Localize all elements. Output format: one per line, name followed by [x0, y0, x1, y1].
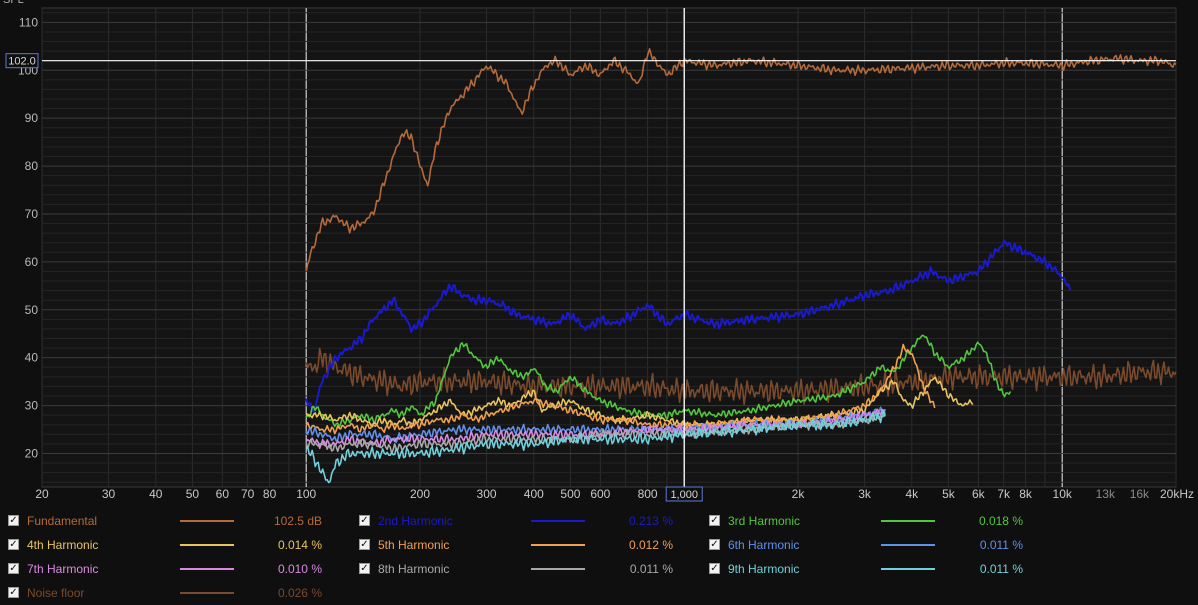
x-tick-label: 10k [1053, 487, 1073, 501]
legend-item-6th-harmonic[interactable]: ✓ 6th Harmonic 0.011 % [709, 536, 1023, 554]
series-5th-harmonic [305, 343, 936, 435]
legend-label: Noise floor [27, 586, 85, 600]
legend-label: 7th Harmonic [27, 562, 99, 576]
checkbox-fundamental[interactable]: ✓ [8, 515, 19, 526]
legend-value: 0.018 % [978, 514, 1023, 528]
x-tick-label: 100 [296, 487, 316, 501]
series-9th-harmonic [305, 409, 886, 484]
legend-item-2nd-harmonic[interactable]: ✓ 2nd Harmonic 0.213 % [359, 512, 673, 530]
legend-value: 0.010 % [277, 562, 322, 576]
legend-swatch [881, 520, 935, 522]
legend-label: 9th Harmonic [728, 562, 800, 576]
plot-area [41, 7, 1177, 488]
checkbox-8th-harmonic[interactable]: ✓ [359, 563, 370, 574]
series-3rd-harmonic [305, 334, 1012, 428]
legend-value: 0.026 % [277, 586, 322, 600]
legend-item-7th-harmonic[interactable]: ✓ 7th Harmonic 0.010 % [8, 560, 322, 578]
x-tick-label: 30 [102, 487, 116, 501]
x-tick-label: 4k [905, 487, 919, 501]
legend-item-fundamental[interactable]: ✓ Fundamental 102.5 dB [8, 512, 322, 530]
x-tick-label: 6k [972, 487, 986, 501]
x-tick-label: 8k [1019, 487, 1033, 501]
x-tick-label: 200 [410, 487, 430, 501]
y-tick-label: 40 [25, 351, 39, 365]
x-tick-label: 5k [942, 487, 956, 501]
legend-swatch [180, 592, 234, 594]
y-tick-label: 30 [25, 399, 39, 413]
checkbox-2nd-harmonic[interactable]: ✓ [359, 515, 370, 526]
x-tick-label: 50 [186, 487, 200, 501]
legend-swatch [531, 520, 585, 522]
legend-panel: ✓ Fundamental 102.5 dB ✓ 4th Harmonic 0.… [0, 506, 1198, 605]
legend-swatch [531, 544, 585, 546]
x-tick-label: 60 [216, 487, 230, 501]
legend-value: 0.011 % [629, 562, 673, 576]
legend-label: 3rd Harmonic [728, 514, 801, 528]
x-tick-label: 13k [1096, 487, 1116, 501]
legend-value: 0.011 % [979, 562, 1023, 576]
x-tick-label: 400 [524, 487, 544, 501]
y-tick-label: 90 [25, 111, 39, 125]
legend-label: 5th Harmonic [378, 538, 450, 552]
x-tick-label: 20kHz [1160, 487, 1194, 501]
y-axis-label: SPL [3, 0, 24, 6]
legend-value: 0.011 % [979, 538, 1023, 552]
x-tick-label: 300 [477, 487, 497, 501]
y-tick-label: 70 [25, 207, 39, 221]
x-tick-label: 600 [590, 487, 610, 501]
legend-label: Fundamental [27, 514, 98, 528]
y-tick-label: 60 [25, 255, 39, 269]
legend-value: 0.213 % [628, 514, 673, 528]
legend-swatch [881, 544, 935, 546]
series-fundamental [305, 48, 1177, 272]
legend-item-noise-floor[interactable]: ✓ Noise floor 0.026 % [8, 584, 322, 602]
legend-swatch [180, 568, 234, 570]
checkbox-3rd-harmonic[interactable]: ✓ [709, 515, 720, 526]
cursor-y-readout: 102.0 [8, 56, 36, 68]
x-tick-label: 16k [1130, 487, 1150, 501]
legend-item-4th-harmonic[interactable]: ✓ 4th Harmonic 0.014 % [8, 536, 322, 554]
checkbox-5th-harmonic[interactable]: ✓ [359, 539, 370, 550]
legend-item-3rd-harmonic[interactable]: ✓ 3rd Harmonic 0.018 % [709, 512, 1023, 530]
legend-value: 0.012 % [628, 538, 673, 552]
checkbox-9th-harmonic[interactable]: ✓ [709, 563, 720, 574]
legend-label: 8th Harmonic [378, 562, 450, 576]
y-tick-label: 20 [25, 446, 39, 460]
x-tick-label: 80 [263, 487, 277, 501]
legend-label: 4th Harmonic [27, 538, 99, 552]
y-tick-label: 80 [25, 159, 39, 173]
distortion-chart[interactable]: SPL 20 30 40 50 60 70 80 90 100 110 20 30 40 50 60 70 80 1… [0, 0, 1198, 505]
checkbox-7th-harmonic[interactable]: ✓ [8, 563, 19, 574]
series-7th-harmonic [305, 408, 886, 450]
x-tick-label: 3k [858, 487, 872, 501]
cursor-x-readout: 1,000 [670, 489, 698, 501]
legend-label: 2nd Harmonic [378, 514, 453, 528]
legend-label: 6th Harmonic [728, 538, 800, 552]
series-noise-floor [305, 347, 1177, 406]
series-2nd-harmonic [305, 239, 1072, 413]
x-tick-label: 7k [997, 487, 1011, 501]
x-tick-label: 2k [792, 487, 806, 501]
x-tick-label: 500 [560, 487, 580, 501]
y-tick-label: 110 [19, 15, 38, 29]
checkbox-6th-harmonic[interactable]: ✓ [709, 539, 720, 550]
legend-item-9th-harmonic[interactable]: ✓ 9th Harmonic 0.011 % [709, 560, 1023, 578]
checkbox-noise-floor[interactable]: ✓ [8, 587, 19, 598]
x-tick-label: 70 [241, 487, 255, 501]
legend-swatch [531, 568, 585, 570]
legend-item-5th-harmonic[interactable]: ✓ 5th Harmonic 0.012 % [359, 536, 673, 554]
x-tick-label: 40 [149, 487, 163, 501]
cursor-y-readout-box [5, 53, 39, 69]
legend-item-8th-harmonic[interactable]: ✓ 8th Harmonic 0.011 % [359, 560, 673, 578]
checkbox-4th-harmonic[interactable]: ✓ [8, 539, 19, 550]
legend-swatch [881, 568, 935, 570]
legend-swatch [180, 520, 234, 522]
x-tick-label: 20 [35, 487, 49, 501]
legend-swatch [180, 544, 234, 546]
cursor-x-readout-box [665, 486, 703, 502]
x-tick-label: 800 [638, 487, 658, 501]
legend-value: 0.014 % [277, 538, 322, 552]
y-tick-label: 50 [25, 303, 39, 317]
legend-value: 102.5 dB [273, 514, 322, 528]
